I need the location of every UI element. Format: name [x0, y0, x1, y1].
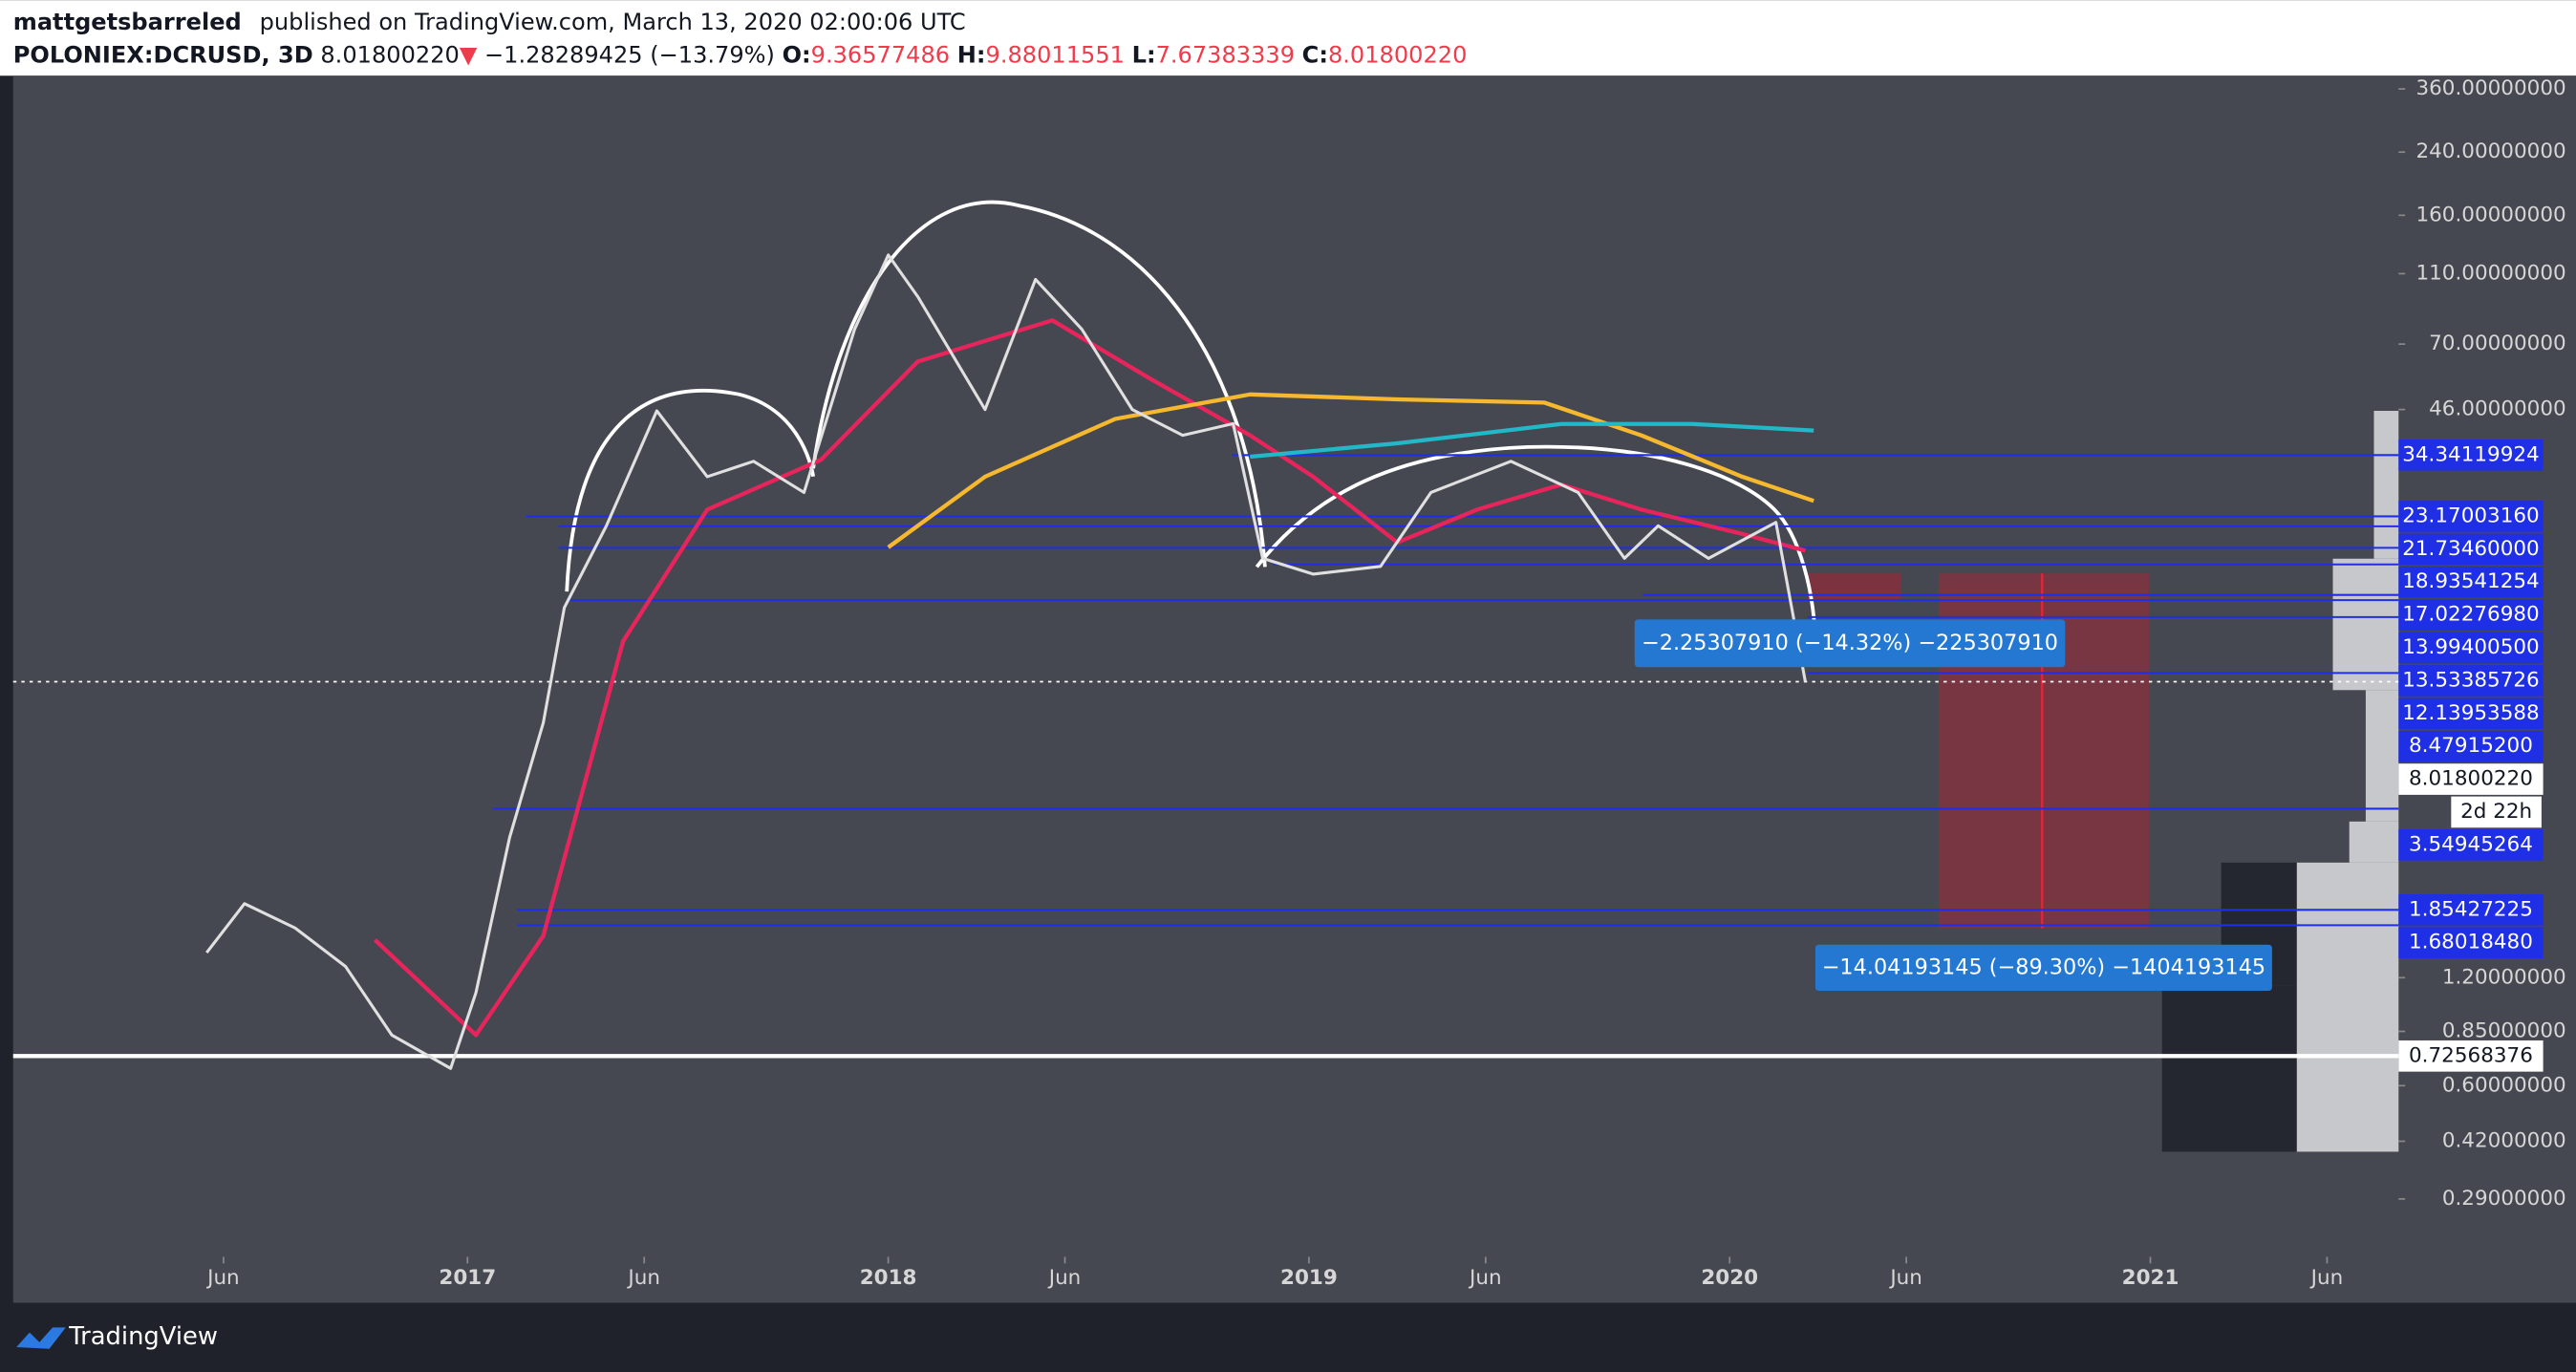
annotation: −14.04193145 (−89.30%) −1404193145	[1822, 954, 2265, 979]
price-label-box	[2398, 1040, 2544, 1072]
x-tick-label: 2020	[1701, 1266, 1758, 1290]
y-tick-label: 1.20000000	[2442, 965, 2566, 989]
price-line	[205, 253, 1807, 1070]
logo	[16, 1327, 66, 1349]
price-label: 0.72568376	[2409, 1043, 2533, 1067]
profile-bar	[2365, 690, 2399, 822]
arrow: ▼	[460, 42, 478, 69]
price-label: 1.68018480	[2409, 931, 2533, 954]
price-label: 13.99400500	[2402, 635, 2540, 659]
close-label: C:	[1302, 42, 1328, 69]
x-tick-label: 2017	[439, 1266, 496, 1290]
annotation-box	[1814, 944, 2272, 991]
price-label-box	[2398, 599, 2544, 631]
y-tick-label: 46.00000000	[2429, 397, 2566, 421]
footer-bg	[0, 1302, 2576, 1372]
change: −1.28289425 (−13.79%)	[484, 42, 775, 69]
price-label: 1.85427225	[2409, 897, 2533, 921]
price-label-box	[2398, 763, 2544, 795]
y-tick-label: 0.42000000	[2442, 1128, 2566, 1152]
moving-average	[1250, 421, 1814, 460]
price-label-box	[2398, 828, 2544, 861]
arc-drawing	[565, 389, 815, 592]
brand-name: TradingView	[68, 1322, 218, 1351]
price-label: 2d 22h	[2460, 800, 2532, 824]
x-tick-label: Jun	[1468, 1266, 1502, 1290]
profile-bar	[2373, 411, 2399, 559]
author: mattgetsbarreled	[13, 9, 242, 35]
y-tick-label: 0.85000000	[2442, 1019, 2566, 1043]
annotation-box	[1634, 619, 2066, 668]
y-tick-label: 160.00000000	[2415, 203, 2565, 226]
high: 9.88011551	[986, 42, 1125, 69]
price-label: 18.93541254	[2402, 569, 2540, 593]
y-tick-label: 110.00000000	[2415, 261, 2565, 285]
price-label-box	[2398, 730, 2544, 762]
price-label-box	[2398, 501, 2544, 532]
profile-bar	[2161, 985, 2297, 1152]
x-tick-label: Jun	[626, 1266, 660, 1290]
header-bg	[0, 0, 2576, 76]
price-label: 12.13953588	[2402, 701, 2540, 725]
price-label-box	[2398, 893, 2544, 926]
x-tick-label: Jun	[1047, 1266, 1082, 1290]
open-label: O:	[783, 42, 811, 69]
close: 8.01800220	[1328, 42, 1467, 69]
y-tick-label: 70.00000000	[2429, 332, 2566, 355]
x-tick-label: 2019	[1280, 1266, 1338, 1290]
profile-bar	[2296, 862, 2399, 1152]
y-tick-label: 360.00000000	[2415, 76, 2565, 100]
x-tick-label: 2018	[860, 1266, 917, 1290]
published: published on TradingView.com, March 13, …	[260, 9, 966, 35]
x-tick-label: Jun	[2309, 1266, 2344, 1290]
price-label: 21.73460000	[2402, 537, 2540, 561]
symbol-line: POLONIEX:DCRUSD, 3D 8.01800220▼ −1.28289…	[13, 42, 1468, 69]
profile-bar	[2332, 558, 2399, 691]
y-tick-label: 240.00000000	[2415, 139, 2565, 163]
price-label-box	[2398, 665, 2544, 697]
price-label: 8.01800220	[2409, 767, 2533, 791]
price-label: 8.47915200	[2409, 734, 2533, 758]
profile-bar	[2349, 821, 2399, 863]
symbol: POLONIEX:DCRUSD, 3D	[13, 42, 313, 69]
price-label: 23.17003160	[2402, 504, 2540, 527]
price-label: 3.54945264	[2409, 832, 2533, 856]
annotation: −2.25307910 (−14.32%) −225307910	[1642, 631, 2058, 655]
arc-drawing	[811, 200, 1267, 568]
high-label: H:	[957, 42, 986, 69]
price-label: 13.53385726	[2402, 668, 2540, 692]
price-label-box	[2398, 439, 2544, 471]
price-label: 34.34119924	[2402, 442, 2540, 466]
price-label-box	[2398, 697, 2544, 730]
price-label-box	[2398, 927, 2544, 959]
price-label-box	[2398, 533, 2544, 566]
y-tick-label: 0.60000000	[2442, 1073, 2566, 1097]
open: 9.36577486	[811, 42, 950, 69]
x-tick-label: Jun	[1888, 1266, 1922, 1290]
price-label-box	[2398, 566, 2544, 598]
moving-average	[373, 318, 1806, 1038]
price-label: 17.02276980	[2402, 603, 2540, 627]
price-label-box	[2398, 632, 2544, 664]
moving-average	[887, 392, 1814, 549]
y-tick-label: 0.29000000	[2442, 1187, 2566, 1211]
low: 7.67383339	[1156, 42, 1295, 69]
price-label-box	[2451, 796, 2542, 828]
last: 8.01800220	[320, 42, 459, 69]
brand: TradingView	[16, 1322, 218, 1351]
x-tick-label: Jun	[205, 1266, 240, 1290]
low-label: L:	[1132, 42, 1156, 69]
x-tick-label: 2021	[2122, 1266, 2179, 1290]
